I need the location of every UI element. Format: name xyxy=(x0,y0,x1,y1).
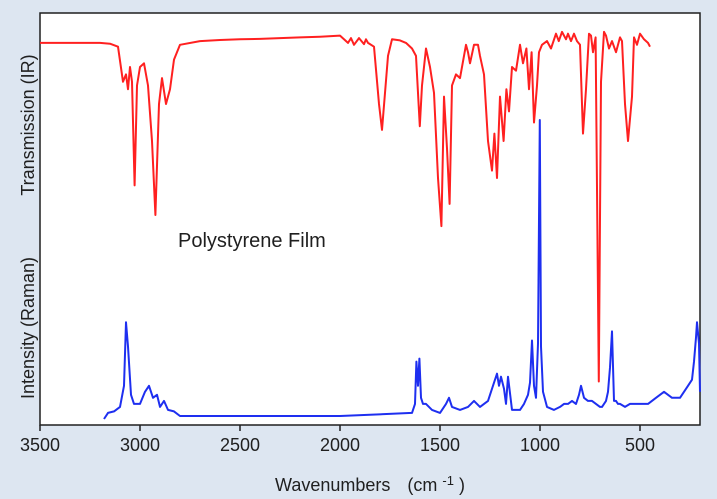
x-tick-label: 3500 xyxy=(20,435,60,455)
y-axis-title-top: Transmission (IR) xyxy=(18,54,38,195)
raman-intensity-line xyxy=(103,119,701,420)
x-tick-label: 2000 xyxy=(320,435,360,455)
ir-transmission-line xyxy=(40,30,651,383)
x-axis-title: Wavenumbers (cm -1 ) xyxy=(275,469,465,495)
x-tick-label: 3000 xyxy=(120,435,160,455)
plot-area xyxy=(39,12,701,426)
x-axis-unit: (cm xyxy=(407,475,437,495)
x-axis-unit-superscript: -1 xyxy=(442,473,454,488)
x-axis-unit-close: ) xyxy=(459,475,465,495)
annotation-label: Polystyrene Film xyxy=(178,230,326,252)
x-axis-title-text: Wavenumbers xyxy=(275,475,390,495)
x-tick-label: 1000 xyxy=(520,435,560,455)
x-tick-label: 500 xyxy=(625,435,655,455)
y-axis-title-bottom: Intensity (Raman) xyxy=(18,257,38,399)
x-tick-label: 1500 xyxy=(420,435,460,455)
x-axis: 3500 3000 2500 2000 1500 1000 500 xyxy=(20,425,655,455)
series-layer xyxy=(40,30,701,420)
x-tick-label: 2500 xyxy=(220,435,260,455)
